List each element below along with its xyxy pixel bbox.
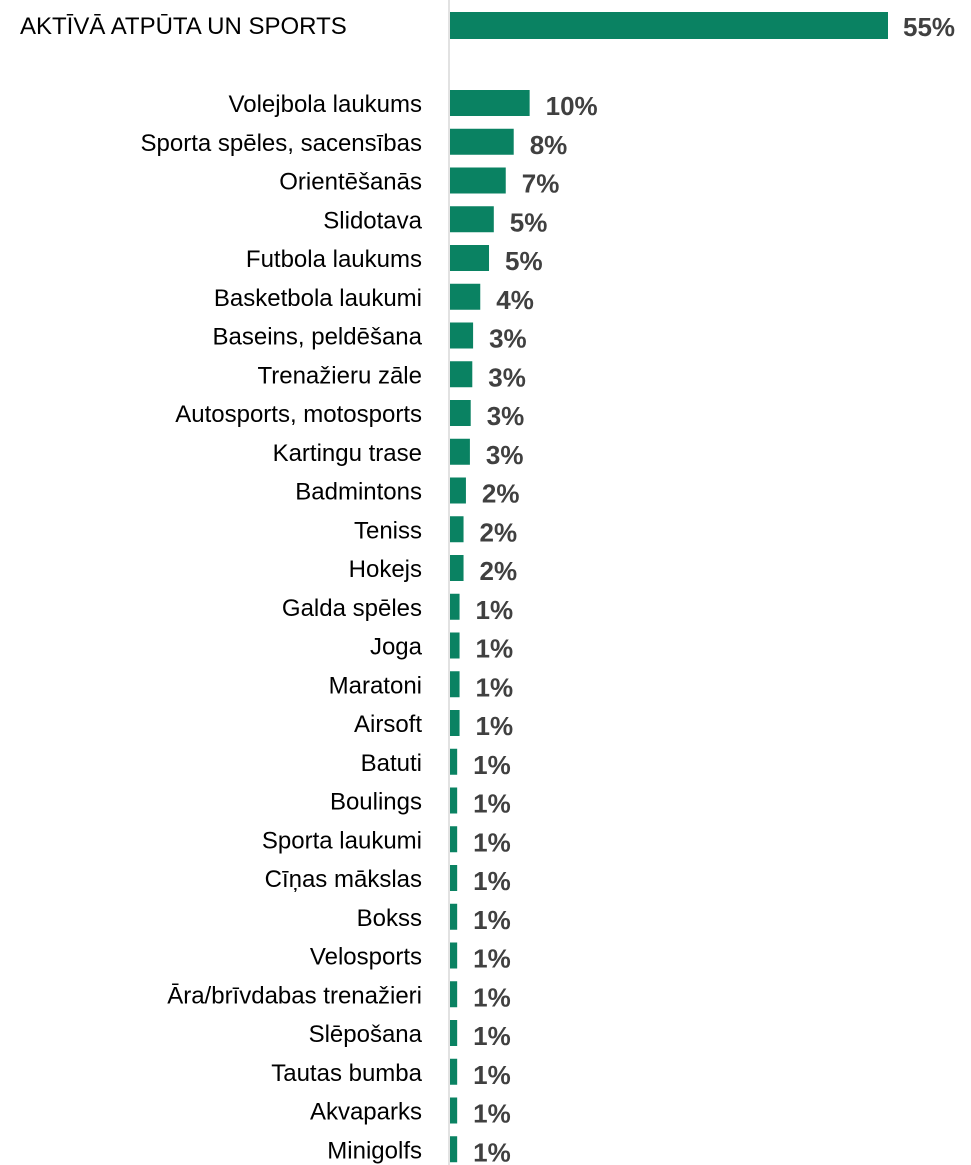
category-label: Velosports — [310, 944, 422, 971]
bar — [450, 361, 473, 388]
bar — [450, 865, 458, 891]
bar — [450, 477, 466, 504]
value-label: 1% — [473, 982, 511, 1012]
bar-rows: Volejbola laukums 10% Sporta spēles, sacen… — [141, 90, 598, 1165]
category-label: Badmintons — [295, 479, 422, 506]
category-label-header: AKTĪVĀ ATPŪTA UN SPORTS — [20, 13, 347, 40]
bar — [450, 1097, 458, 1124]
value-label: 1% — [476, 634, 514, 664]
value-label: 5% — [505, 246, 543, 276]
bar — [450, 555, 464, 581]
value-label: 1% — [473, 944, 511, 974]
category-label: Maratoni — [329, 672, 422, 699]
bar — [450, 245, 490, 271]
bar — [450, 903, 458, 930]
category-label: Minigolfs — [327, 1137, 422, 1164]
bar — [450, 1058, 458, 1085]
bar — [450, 593, 460, 620]
category-label: Baseins, peldēšana — [213, 324, 423, 351]
category-label: Volejbola laukums — [229, 91, 422, 118]
value-label: 5% — [510, 207, 548, 237]
bar — [450, 632, 460, 659]
category-label: Sporta laukumi — [262, 827, 422, 854]
bar — [450, 671, 460, 698]
value-label: 10% — [546, 91, 598, 121]
category-label: Galda spēles — [282, 595, 422, 622]
bar — [450, 322, 474, 349]
bar — [450, 981, 458, 1008]
category-label: Basketbola laukumi — [214, 285, 422, 312]
category-label: Airsoft — [354, 711, 422, 738]
value-label: 3% — [488, 362, 526, 392]
bar — [450, 787, 458, 814]
value-label: 1% — [473, 1021, 511, 1051]
bar — [450, 826, 458, 853]
category-label: Batuti — [361, 750, 422, 777]
value-label-header: 55% — [903, 12, 955, 42]
category-label: Tautas bumba — [271, 1060, 422, 1087]
value-label: 1% — [473, 827, 511, 857]
value-label: 2% — [480, 517, 518, 547]
bar — [450, 90, 530, 116]
value-label: 1% — [473, 1137, 511, 1165]
value-label: 8% — [530, 130, 568, 160]
bar — [450, 516, 464, 543]
value-label: 1% — [473, 1060, 511, 1090]
category-label: Orientēšanās — [279, 169, 422, 196]
category-label: Cīņas mākslas — [265, 866, 422, 893]
bar — [450, 748, 458, 775]
bar — [450, 1136, 458, 1163]
value-label: 1% — [476, 595, 514, 625]
value-label: 2% — [482, 479, 520, 509]
bar — [450, 710, 460, 736]
value-label: 1% — [473, 789, 511, 819]
category-label: Slidotava — [323, 207, 422, 234]
value-label: 1% — [476, 672, 514, 702]
category-label: Autosports, motosports — [175, 401, 422, 428]
bar-header — [450, 12, 888, 39]
value-label: 3% — [486, 440, 524, 470]
category-label: Bokss — [357, 905, 422, 932]
category-label: Kartingu trase — [273, 440, 422, 467]
category-label: Sporta spēles, sacensības — [141, 130, 423, 157]
value-label: 1% — [473, 866, 511, 896]
value-label: 1% — [473, 750, 511, 780]
category-label: Boulings — [330, 789, 422, 816]
value-label: 1% — [473, 905, 511, 935]
bar — [450, 438, 470, 465]
value-label: 3% — [487, 401, 525, 431]
bar — [450, 1020, 458, 1046]
bar — [450, 283, 481, 310]
category-label: Akvaparks — [310, 1099, 422, 1126]
category-label: Trenažieru zāle — [257, 362, 422, 389]
value-label: 7% — [522, 169, 560, 199]
bar — [450, 400, 471, 426]
category-label: Āra/brīvdabas trenažieri — [167, 982, 422, 1009]
value-label: 2% — [480, 556, 518, 586]
category-label: Hokejs — [349, 556, 422, 583]
category-label: Joga — [370, 634, 423, 661]
value-label: 4% — [496, 285, 534, 315]
category-label: Teniss — [354, 517, 422, 544]
value-label: 1% — [473, 1099, 511, 1129]
bar — [450, 206, 494, 233]
bar — [450, 128, 514, 155]
category-label: Futbola laukums — [246, 246, 422, 273]
value-label: 3% — [489, 324, 527, 354]
category-label: Slēpošana — [309, 1021, 423, 1048]
bar — [450, 942, 458, 969]
bar — [450, 167, 506, 194]
value-label: 1% — [476, 711, 514, 741]
